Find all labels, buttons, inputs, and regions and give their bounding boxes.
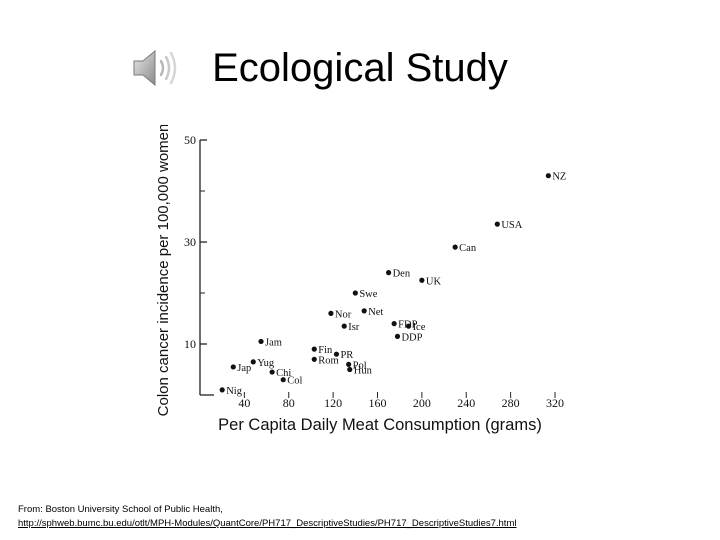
data-point-isr: Isr (341, 322, 360, 333)
point-label: Col (287, 376, 302, 387)
point-marker (545, 173, 551, 179)
data-point-nz: NZ (545, 172, 566, 183)
data-point-yug: Yug (250, 358, 275, 369)
point-marker (328, 310, 334, 316)
point-label: PR (340, 350, 353, 361)
point-marker (494, 221, 500, 227)
x-tick-label: 320 (546, 396, 564, 410)
data-point-ice: Ice (405, 322, 426, 333)
data-point-pol: Pol (346, 360, 367, 371)
point-marker (361, 308, 367, 314)
source-link[interactable]: http://sphweb.bumc.bu.edu/otlt/MPH-Modul… (18, 518, 517, 529)
point-marker (419, 277, 425, 283)
source-citation: From: Boston University School of Public… (18, 503, 708, 531)
point-marker (452, 244, 458, 250)
data-point-fin: Fin (311, 345, 333, 356)
point-marker (385, 270, 392, 276)
data-point-ddp: DDP (394, 332, 423, 343)
point-label: USA (501, 220, 522, 231)
data-point-uk: UK (419, 276, 441, 287)
point-label: Jam (265, 337, 282, 348)
x-tick-label: 280 (502, 396, 520, 410)
point-label: Rom (318, 355, 338, 366)
point-label: UK (426, 276, 442, 287)
x-tick-label: 240 (457, 396, 475, 410)
data-point-swe: Swe (352, 289, 378, 300)
x-tick-label: 40 (238, 396, 250, 410)
source-prefix: From: Boston University School of Public… (18, 504, 223, 515)
point-label: Pol (353, 360, 367, 371)
point-marker (333, 351, 340, 357)
point-label: Hun (354, 366, 373, 377)
point-marker (250, 359, 256, 365)
point-marker (352, 290, 358, 296)
point-label: Jap (237, 363, 251, 374)
point-label: Net (368, 307, 383, 318)
y-axis-title: Colon cancer incidence per 100,000 women (155, 125, 172, 416)
data-point-chi: Chi (269, 368, 291, 379)
x-tick-label: 120 (324, 396, 342, 410)
point-marker (391, 321, 397, 327)
scatter-chart: Colon cancer incidence per 100,000 women… (155, 125, 566, 434)
y-tick-label: 50 (184, 133, 196, 147)
data-point-jam: Jam (258, 337, 282, 348)
point-label: Fin (318, 345, 333, 356)
point-marker (258, 338, 264, 345)
point-marker (311, 346, 317, 352)
point-label: Nor (335, 309, 352, 320)
x-axis-title: Per Capita Daily Meat Consumption (grams… (218, 416, 542, 434)
point-label: Yug (257, 358, 275, 369)
y-tick-label: 30 (184, 235, 196, 249)
point-marker (230, 364, 236, 370)
data-point-nor: Nor (328, 309, 352, 320)
point-label: DDP (401, 332, 422, 343)
data-point-col: Col (280, 376, 302, 387)
point-marker (405, 323, 412, 329)
data-point-usa: USA (494, 220, 523, 231)
point-label: Ice (413, 322, 426, 333)
point-marker (219, 387, 225, 393)
point-marker (341, 323, 347, 329)
point-marker (347, 366, 353, 373)
point-marker (280, 377, 286, 383)
data-point-hun: Hun (347, 366, 373, 377)
x-tick-label: 200 (413, 396, 431, 410)
point-label: Den (393, 269, 411, 280)
point-label: Isr (348, 322, 360, 333)
data-point-can: Can (452, 243, 477, 254)
y-tick-label: 10 (184, 337, 196, 351)
point-marker (311, 356, 317, 362)
data-point-net: Net (361, 307, 383, 318)
speaker-icon[interactable] (130, 46, 182, 90)
point-label: Chi (276, 368, 291, 379)
point-label: Nig (226, 386, 243, 397)
slide-title: Ecological Study (212, 46, 508, 90)
x-tick-label: 160 (369, 396, 387, 410)
data-point-nig: Nig (219, 386, 243, 397)
point-marker (394, 333, 401, 339)
point-marker (346, 361, 352, 367)
data-point-jap: Jap (230, 363, 251, 374)
data-point-pr: PR (333, 350, 353, 361)
data-point-den: Den (385, 269, 411, 280)
point-label: Can (459, 243, 477, 254)
x-tick-label: 80 (283, 396, 295, 410)
point-label: Swe (359, 289, 377, 300)
point-label: NZ (552, 172, 566, 183)
data-point-rom: Rom (311, 355, 339, 366)
point-marker (269, 369, 275, 375)
